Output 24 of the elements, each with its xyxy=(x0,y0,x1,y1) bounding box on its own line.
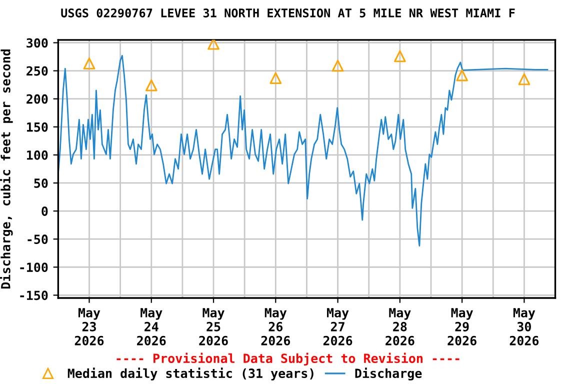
x-tick-label: May 29 2026 xyxy=(448,308,476,346)
chart-title: USGS 02290767 LEVEE 31 NORTH EXTENSION AT 5 MILE NR WEST MIAMI F xyxy=(61,8,515,18)
line-series xyxy=(58,54,548,247)
y-tick-label: 250 xyxy=(26,66,48,76)
x-tick-label: May 24 2026 xyxy=(137,308,166,346)
y-tick-label: 200 xyxy=(26,94,48,104)
y-axis-title: Discharge, cubic feet per second xyxy=(0,49,13,289)
x-tick-label: May 23 2026 xyxy=(74,308,104,346)
y-tick-label: 0 xyxy=(42,206,48,216)
x-tick-label: May 28 2026 xyxy=(386,308,414,346)
x-tick-label: May 27 2026 xyxy=(323,308,352,346)
legend-label: Discharge xyxy=(355,368,422,380)
y-tick-label: -150 xyxy=(20,290,48,300)
x-tick-label: May 30 2026 xyxy=(510,308,539,346)
x-tick-label: May 26 2026 xyxy=(261,308,290,346)
x-tick-label: May 25 2026 xyxy=(199,308,228,346)
y-tick-label: 100 xyxy=(27,150,48,160)
y-tick-label: 150 xyxy=(27,122,48,132)
y-tick-label: -50 xyxy=(28,234,48,244)
text: ---- Provisional Data Subject to Revision ---- xyxy=(116,352,460,366)
y-tick-label: 300 xyxy=(26,38,48,48)
legend-label: Median daily statistic (31 years) xyxy=(68,368,314,380)
y-tick-label: 50 xyxy=(34,178,48,188)
y-tick-label: -100 xyxy=(20,262,48,272)
